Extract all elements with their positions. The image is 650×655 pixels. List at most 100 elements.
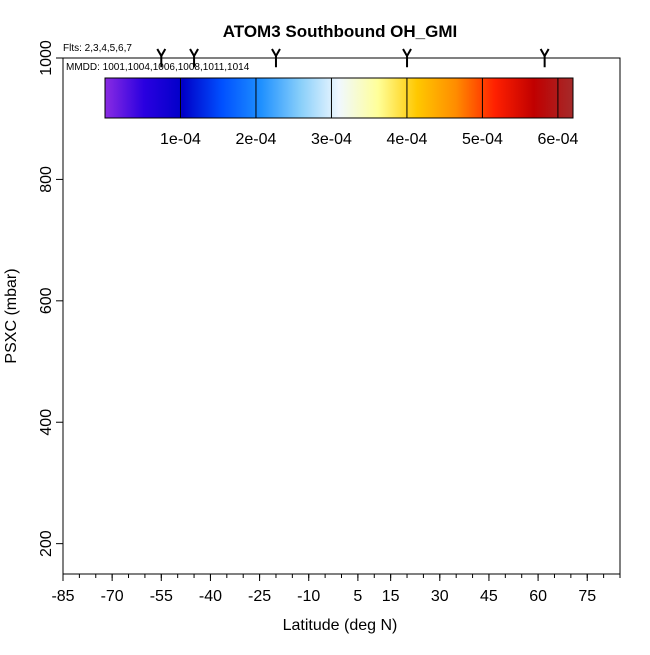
track-point <box>322 126 327 131</box>
track-point <box>153 429 158 434</box>
track-point <box>482 221 487 226</box>
track-point <box>179 304 184 309</box>
track-point <box>227 259 232 264</box>
track-point <box>463 529 468 534</box>
track-point <box>164 537 169 542</box>
track-point <box>382 463 387 468</box>
track-point <box>548 119 553 124</box>
track-point <box>331 253 336 258</box>
track-point <box>278 210 283 215</box>
track-point <box>131 421 136 426</box>
track-point <box>284 239 289 244</box>
track-point <box>515 146 520 151</box>
track-point <box>305 480 310 485</box>
track-point <box>410 471 415 476</box>
track-point <box>483 139 488 144</box>
track-point <box>469 337 474 342</box>
track-point <box>522 348 527 353</box>
track-point <box>308 403 313 408</box>
track-point <box>452 336 457 341</box>
track-point <box>389 371 394 376</box>
track-point <box>290 335 295 340</box>
track-point <box>519 228 524 233</box>
track-point <box>301 372 306 377</box>
flights-label: Flts: 2,3,4,5,6,7 <box>63 43 132 54</box>
track-point <box>538 444 543 449</box>
x-tick-label: -55 <box>150 588 173 605</box>
track-point <box>529 142 534 147</box>
track-point <box>204 438 209 443</box>
track-point <box>558 152 563 157</box>
y-axis-label: PSXC (mbar) <box>3 268 20 363</box>
track-point <box>468 249 473 254</box>
x-tick-label: 45 <box>480 588 498 605</box>
x-tick-label: -25 <box>248 588 271 605</box>
track-point <box>275 194 280 199</box>
track-point <box>404 235 409 240</box>
track-point <box>182 516 187 521</box>
track-point <box>181 292 186 297</box>
track-point <box>312 388 317 393</box>
track-point <box>422 333 427 338</box>
track-point <box>231 345 236 350</box>
y-tick-label: 200 <box>38 530 55 557</box>
track-point <box>453 282 458 287</box>
track-point <box>573 434 578 439</box>
track-point <box>491 425 496 430</box>
chart-title: ATOM3 Southbound OH_GMI <box>223 22 458 41</box>
track-point <box>160 166 165 171</box>
track-point <box>415 334 420 339</box>
track-point <box>537 153 542 158</box>
x-axis: -85 -70 -55 -40 -25 -10 5 15 30 45 60 75 <box>51 574 621 605</box>
track-point <box>490 254 495 259</box>
track-point <box>287 503 292 508</box>
track-point <box>515 157 520 162</box>
colorbar: 1e-04 2e-04 3e-04 4e-04 5e-04 6e-04 <box>104 77 578 148</box>
track-point <box>551 201 556 206</box>
track-point <box>348 482 353 487</box>
track-point <box>260 278 265 283</box>
track-point <box>152 408 157 413</box>
track-point <box>160 540 165 545</box>
track-point <box>212 476 217 481</box>
track-point <box>505 61 510 66</box>
marker-arrow-head <box>402 48 412 59</box>
track-point <box>463 479 468 484</box>
track-point <box>327 460 332 465</box>
track-point <box>487 490 492 495</box>
track-point <box>494 146 499 151</box>
track-point <box>161 414 166 419</box>
track-point <box>484 491 489 496</box>
track-point <box>303 450 308 455</box>
track-point <box>220 248 225 253</box>
track-point <box>239 433 244 438</box>
track-point <box>304 339 309 344</box>
track-point <box>555 275 560 280</box>
track-point <box>340 359 345 364</box>
track-point <box>390 429 395 434</box>
track-point <box>568 58 573 63</box>
colorbar-gradient <box>104 77 574 119</box>
x-tick-label: -10 <box>297 588 320 605</box>
track-point <box>423 288 428 293</box>
track-point <box>332 396 337 401</box>
track-point <box>467 70 472 75</box>
track-point <box>407 533 412 538</box>
track-point <box>456 378 461 383</box>
track-point <box>555 159 560 164</box>
track-point <box>428 165 433 170</box>
x-tick-label: -40 <box>199 588 222 605</box>
track-point <box>468 407 473 412</box>
track-point <box>257 427 262 432</box>
track-point <box>127 477 132 482</box>
colorbar-tick-label: 4e-04 <box>386 131 427 148</box>
colorbar-tick-label: 1e-04 <box>160 131 201 148</box>
track-point <box>141 457 146 462</box>
track-point <box>522 123 527 128</box>
track-point <box>547 270 552 275</box>
track-point <box>435 426 440 431</box>
track-point <box>410 118 415 123</box>
track-point <box>349 301 354 306</box>
track-point <box>378 295 383 300</box>
